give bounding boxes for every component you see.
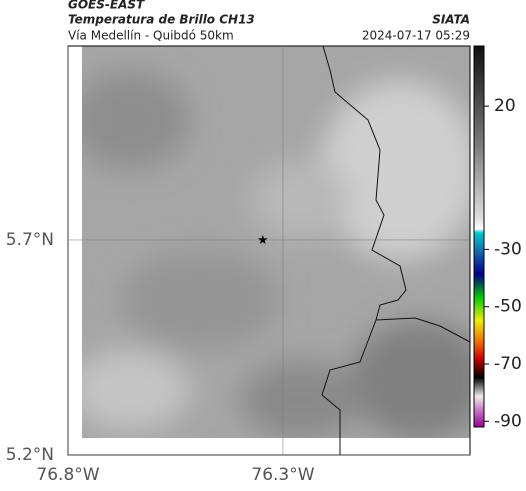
border — [321, 45, 471, 455]
colorbar-tick-label: -50 — [494, 297, 522, 317]
colorbar-tick-label: -30 — [494, 239, 522, 259]
location: Vía Medellín - Quibdó 50km — [68, 29, 234, 43]
org: SIATA — [432, 13, 470, 27]
x-tick-label: 76.8°W — [36, 465, 99, 485]
datetime: 2024-07-17 05:29 — [362, 29, 470, 43]
title: GOES-EAST — [68, 0, 145, 12]
colorbar-tick-label: -70 — [494, 354, 522, 374]
y-tick-label: 5.7°N — [6, 230, 54, 250]
imagery — [82, 46, 470, 438]
colorbar — [473, 45, 485, 428]
location-marker — [258, 234, 268, 245]
colorbar-tick-label: 20 — [494, 96, 516, 116]
y-tick-label: 5.2°N — [6, 445, 54, 465]
subtitle: Temperatura de Brillo CH13 — [68, 13, 255, 27]
colorbar-tick-label: -90 — [494, 411, 522, 431]
x-tick-label: 76.3°W — [251, 465, 314, 485]
